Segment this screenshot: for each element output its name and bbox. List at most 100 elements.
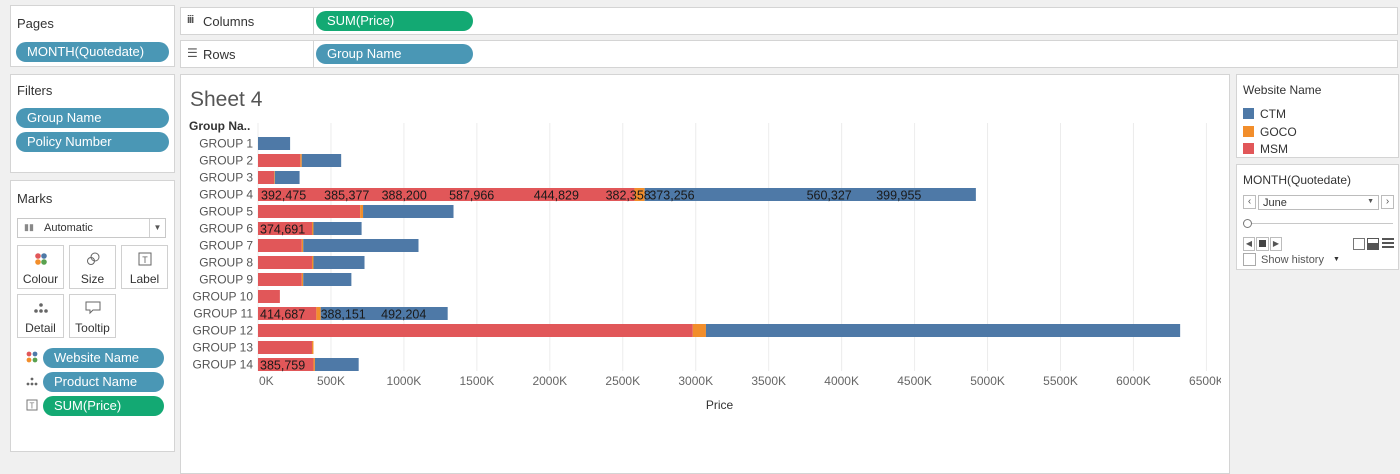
shelf-divider bbox=[313, 41, 314, 67]
bar-chart-icon: ▮▮ bbox=[24, 222, 34, 232]
marks-pill-website-name[interactable]: Website Name bbox=[43, 348, 164, 368]
prev-page-button[interactable]: ‹ bbox=[1243, 195, 1256, 209]
data-label: 560,327 bbox=[807, 189, 852, 203]
playback-stop-button[interactable] bbox=[1256, 237, 1269, 251]
x-tick-label: 500K bbox=[317, 374, 345, 388]
colour-button[interactable]: Colour bbox=[17, 245, 64, 289]
colour-icon bbox=[25, 351, 39, 365]
category-label: GROUP 9 bbox=[199, 273, 253, 287]
category-label: GROUP 3 bbox=[199, 171, 253, 185]
data-label: 388,200 bbox=[382, 189, 427, 203]
speed-medium-icon[interactable] bbox=[1367, 238, 1379, 250]
label-button[interactable]: T Label bbox=[121, 245, 168, 289]
label-label: Label bbox=[129, 272, 160, 286]
rows-icon: ☰ bbox=[187, 46, 198, 60]
bar-ctm bbox=[303, 239, 419, 252]
data-label: 374,691 bbox=[260, 223, 305, 237]
filters-panel: Filters Group Name Policy Number bbox=[10, 74, 175, 173]
x-tick-label: 2500K bbox=[605, 374, 640, 388]
legend-label-goco: GOCO bbox=[1260, 125, 1297, 139]
playback-back-button[interactable]: ◀ bbox=[1243, 237, 1255, 251]
rows-label: Rows bbox=[203, 47, 236, 62]
shelf-divider bbox=[313, 8, 314, 34]
bar-ctm bbox=[314, 358, 359, 371]
tooltip-button[interactable]: Tooltip bbox=[69, 294, 116, 338]
bar-msm bbox=[258, 154, 301, 167]
page-slider-handle[interactable] bbox=[1243, 219, 1252, 228]
filter-pill-group-name[interactable]: Group Name bbox=[16, 108, 169, 128]
speed-fast-icon[interactable] bbox=[1382, 238, 1394, 250]
data-label: 587,966 bbox=[449, 189, 494, 203]
bar-goco bbox=[634, 188, 645, 201]
tooltip-label: Tooltip bbox=[75, 321, 110, 335]
svg-text:T: T bbox=[30, 402, 35, 411]
rows-pill[interactable]: Group Name bbox=[316, 44, 473, 64]
bar-ctm bbox=[303, 273, 352, 286]
show-history-label: Show history bbox=[1261, 254, 1324, 266]
bar-goco bbox=[313, 358, 315, 371]
category-label: GROUP 10 bbox=[193, 290, 254, 304]
bar-ctm bbox=[320, 307, 448, 320]
pages-pill[interactable]: MONTH(Quotedate) bbox=[16, 42, 169, 62]
chevron-down-icon: ▼ bbox=[1367, 198, 1374, 205]
data-label: 388,151 bbox=[321, 308, 366, 322]
bar-msm bbox=[258, 273, 302, 286]
mark-type-dropdown[interactable]: ▮▮ Automatic ▼ bbox=[17, 218, 166, 238]
data-label: 373,256 bbox=[649, 189, 694, 203]
marks-title: Marks bbox=[17, 191, 53, 206]
bar-goco bbox=[692, 324, 706, 337]
chevron-down-icon[interactable]: ▼ bbox=[1333, 256, 1340, 263]
legend-label-msm: MSM bbox=[1260, 142, 1288, 156]
detail-icon bbox=[25, 375, 39, 389]
legend-label-ctm: CTM bbox=[1260, 107, 1286, 121]
detail-button[interactable]: Detail bbox=[17, 294, 64, 338]
playback-forward-button[interactable]: ▶ bbox=[1270, 237, 1282, 251]
colour-icon bbox=[18, 252, 63, 272]
label-icon: T bbox=[122, 252, 167, 272]
bar-msm bbox=[258, 358, 314, 371]
columns-label: Columns bbox=[203, 14, 255, 29]
legend-item-ctm[interactable]: CTM bbox=[1243, 107, 1286, 121]
page-slider-track[interactable] bbox=[1245, 223, 1393, 224]
size-button[interactable]: Size bbox=[69, 245, 116, 289]
data-label: 444,829 bbox=[534, 189, 579, 203]
detail-icon bbox=[18, 301, 63, 321]
legend-swatch-goco bbox=[1243, 126, 1254, 137]
next-page-button[interactable]: › bbox=[1381, 195, 1394, 209]
bar-ctm bbox=[705, 324, 1181, 337]
bar-ctm bbox=[644, 188, 976, 201]
bar-msm bbox=[258, 205, 361, 218]
colour-label: Colour bbox=[22, 272, 59, 286]
bar-goco bbox=[311, 222, 314, 235]
data-label: 385,377 bbox=[324, 189, 369, 203]
page-select[interactable]: June ▼ bbox=[1258, 195, 1379, 210]
bar-goco bbox=[301, 273, 304, 286]
x-tick-label: 6000K bbox=[1116, 374, 1151, 388]
marks-pill-product-name[interactable]: Product Name bbox=[43, 372, 164, 392]
bar-msm bbox=[258, 290, 280, 303]
detail-label: Detail bbox=[25, 321, 56, 335]
legend-item-msm[interactable]: MSM bbox=[1243, 142, 1288, 156]
rows-shelf: ☰ Rows Group Name bbox=[180, 40, 1398, 68]
speed-slow-icon[interactable] bbox=[1353, 238, 1365, 250]
category-label: GROUP 6 bbox=[199, 222, 253, 236]
legend-swatch-ctm bbox=[1243, 108, 1254, 119]
legend-panel: Website Name CTM GOCO MSM bbox=[1236, 74, 1399, 158]
bar-msm bbox=[258, 307, 317, 320]
x-tick-label: 3000K bbox=[678, 374, 713, 388]
show-history-checkbox[interactable] bbox=[1243, 253, 1256, 266]
marks-pill-sum-price[interactable]: SUM(Price) bbox=[43, 396, 164, 416]
filters-title: Filters bbox=[17, 83, 53, 98]
columns-pill[interactable]: SUM(Price) bbox=[316, 11, 473, 31]
data-label: 392,475 bbox=[261, 189, 306, 203]
x-tick-label: 5000K bbox=[970, 374, 1005, 388]
bar-msm bbox=[258, 239, 302, 252]
data-label: 382,358 bbox=[606, 189, 651, 203]
bar-msm bbox=[258, 341, 312, 354]
marks-panel: Marks ▮▮ Automatic ▼ Colour Size T Label… bbox=[10, 180, 175, 452]
legend-swatch-msm bbox=[1243, 143, 1254, 154]
legend-item-goco[interactable]: GOCO bbox=[1243, 125, 1297, 139]
x-tick-label: 1000K bbox=[387, 374, 422, 388]
filter-pill-policy-number[interactable]: Policy Number bbox=[16, 132, 169, 152]
